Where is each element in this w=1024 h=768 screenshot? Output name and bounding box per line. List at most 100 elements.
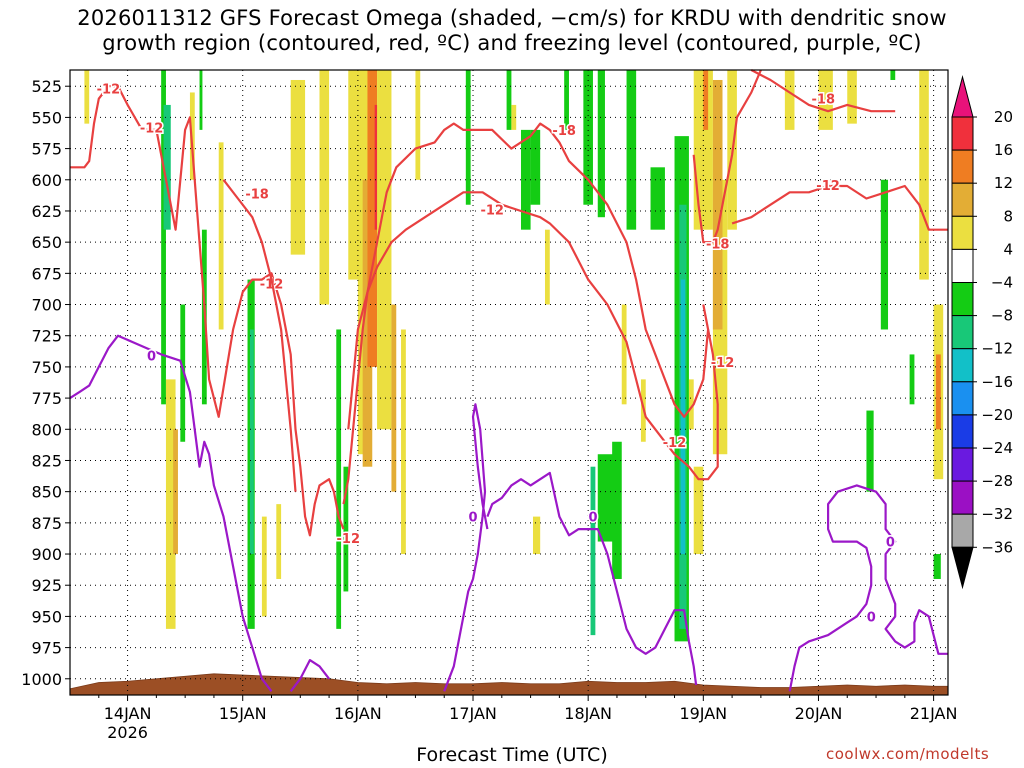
omega-cell (377, 70, 392, 430)
omega-cell (161, 70, 166, 405)
contour-label: -12 (663, 436, 687, 451)
colorbar-swatch (951, 248, 974, 283)
x-axis: 14JAN 15JAN 16JAN 17JAN 18JAN 19JAN 20JAN 21JAN… (98, 695, 958, 742)
omega-cell (612, 441, 622, 579)
y-tick-label: 900 (31, 545, 62, 564)
contour-label: -18 (245, 188, 269, 203)
omega-cell (936, 354, 941, 430)
y-tick-label: 600 (31, 171, 62, 190)
contour-label: -18 (812, 93, 836, 108)
contour-label: -12 (337, 532, 361, 547)
y-tick-label: 925 (31, 576, 62, 595)
contour-line (69, 334, 273, 692)
omega-cell (564, 70, 569, 130)
omega-cell (391, 304, 397, 492)
contour-line (347, 122, 710, 430)
y-tick-label: 950 (31, 607, 62, 626)
omega-cell (933, 554, 941, 579)
y-tick-label: 700 (31, 296, 62, 315)
colorbar-swatch (951, 447, 974, 482)
title-line-1: 2026011312 GFS Forecast Omega (shaded, −… (77, 6, 947, 30)
omega-cell (165, 379, 176, 629)
terrain-ground (69, 673, 949, 696)
contour-label: -18 (552, 124, 576, 139)
omega-cell (199, 70, 203, 130)
omega-cell (465, 70, 471, 205)
colorbar-tick-label: −12 (981, 340, 1013, 358)
omega-cell (626, 70, 637, 230)
colorbar-swatch (951, 480, 974, 515)
colorbar-swatch (951, 513, 974, 548)
omega-cell (621, 304, 627, 405)
colorbar-tick-label: 16 (994, 141, 1013, 159)
contour-line (342, 191, 719, 505)
y-tick-label: 725 (31, 327, 62, 346)
omega-cell (712, 79, 723, 330)
contour-line (692, 69, 762, 244)
omega-cell (532, 516, 541, 555)
y-tick-label: 775 (31, 389, 62, 408)
omega-cell (218, 142, 224, 330)
omega-cell (348, 70, 361, 280)
omega-cell (597, 70, 605, 218)
colorbar-tick-label: 4 (1003, 240, 1013, 258)
colorbar-swatch (951, 414, 974, 449)
contour-line (443, 403, 489, 692)
colorbar-tick-label: −20 (981, 406, 1013, 424)
x-tick-label: 17JAN (449, 704, 497, 723)
contour-label: 0 (588, 511, 597, 526)
x-tick-label: 14JAN (104, 704, 152, 723)
omega-cell (650, 167, 665, 230)
y-tick-label: 875 (31, 514, 62, 533)
contour-line (289, 659, 330, 692)
y-tick-label: 825 (31, 451, 62, 470)
title-line-2: growth region (contoured, red, ºC) and f… (102, 31, 922, 55)
omega-cell (367, 70, 378, 367)
contour-label: 0 (468, 511, 477, 526)
y-tick-label: 575 (31, 140, 62, 159)
omega-cell (866, 410, 874, 492)
colorbar-top-arrow (951, 75, 974, 118)
omega-cell (784, 70, 795, 130)
omega-shading (84, 70, 944, 642)
omega-cell (544, 229, 550, 305)
y-tick-label: 650 (31, 233, 62, 252)
colorbar-tick-label: 20 (994, 108, 1013, 126)
contour-label: -12 (97, 83, 121, 98)
y-tick-label: 525 (31, 77, 62, 96)
y-tick-label: 625 (31, 202, 62, 221)
y-tick-label: 1000 (21, 670, 62, 689)
colorbar-tick-label: −8 (991, 307, 1013, 325)
colorbar-tick-label: −16 (981, 373, 1013, 391)
colorbar-swatch (951, 182, 974, 217)
contour-label: -18 (706, 237, 730, 252)
x-axis-label: Forecast Time (UTC) (416, 744, 608, 766)
colorbar-swatch (951, 381, 974, 416)
contour-label: -12 (816, 179, 840, 194)
omega-cell (319, 70, 330, 305)
omega-cell (703, 70, 709, 130)
y-tick-label: 975 (31, 639, 62, 658)
omega-cell (583, 70, 593, 205)
colorbar-tick-label: −28 (981, 472, 1013, 490)
colorbar-tick-label: 12 (994, 174, 1013, 192)
contour-line (731, 184, 948, 231)
x-year-label: 2026 (107, 723, 148, 742)
omega-cell (415, 70, 421, 180)
colorbar-swatch (951, 282, 974, 317)
omega-cell (511, 104, 517, 130)
y-tick-label: 550 (31, 108, 62, 127)
x-tick-label: 15JAN (219, 704, 267, 723)
contour-line (750, 69, 896, 113)
omega-cell (530, 129, 541, 205)
y-tick-label: 850 (31, 483, 62, 502)
omega-cell (590, 466, 596, 636)
omega-cell (276, 504, 282, 579)
chart-title: 2026011312 GFS Forecast Omega (shaded, −… (0, 6, 1024, 56)
colorbar-tick-label: −36 (981, 538, 1013, 556)
y-tick-label: 750 (31, 358, 62, 377)
x-tick-label: 21JAN (910, 704, 958, 723)
contour-label: 0 (147, 350, 156, 365)
omega-cell (890, 70, 896, 80)
